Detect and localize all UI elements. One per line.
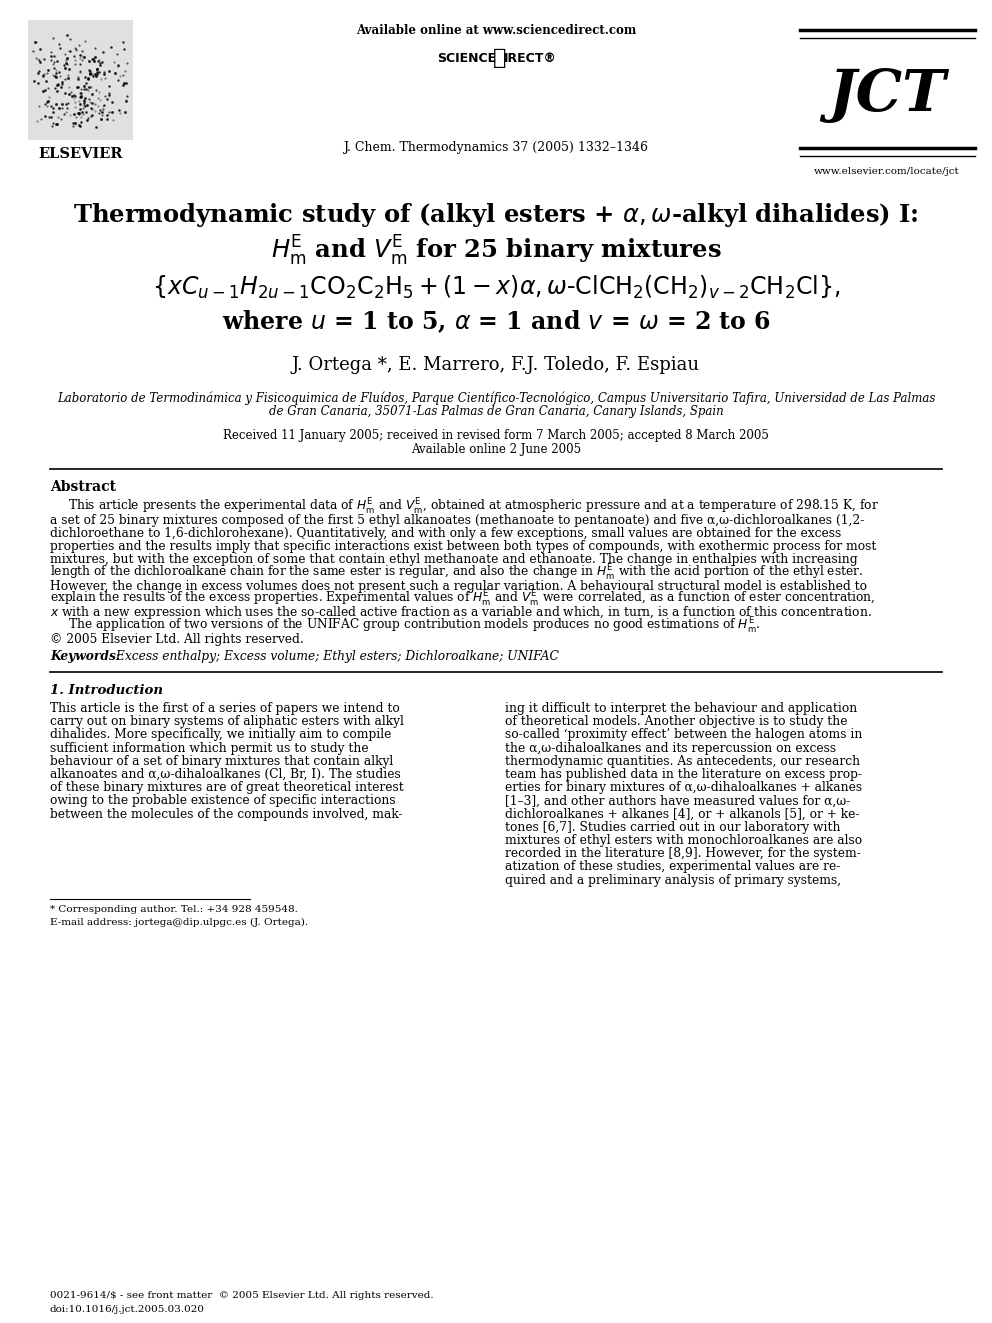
Text: E-mail address: jortega@dip.ulpgc.es (J. Ortega).: E-mail address: jortega@dip.ulpgc.es (J.…	[50, 918, 309, 927]
Text: ing it difficult to interpret the behaviour and application: ing it difficult to interpret the behavi…	[505, 703, 857, 714]
Text: erties for binary mixtures of α,ω-dihaloalkanes + alkanes: erties for binary mixtures of α,ω-dihalo…	[505, 781, 862, 794]
Text: * Corresponding author. Tel.: +34 928 459548.: * Corresponding author. Tel.: +34 928 45…	[50, 905, 298, 914]
Text: mixtures of ethyl esters with monochloroalkanes are also: mixtures of ethyl esters with monochloro…	[505, 833, 862, 847]
Text: alkanoates and α,ω-dihaloalkanes (Cl, Br, I). The studies: alkanoates and α,ω-dihaloalkanes (Cl, Br…	[50, 767, 401, 781]
Text: a set of 25 binary mixtures composed of the first 5 ethyl alkanoates (methanoate: a set of 25 binary mixtures composed of …	[50, 513, 864, 527]
Text: J. Chem. Thermodynamics 37 (2005) 1332–1346: J. Chem. Thermodynamics 37 (2005) 1332–1…	[343, 142, 649, 155]
Text: where $u$ = 1 to 5, $\alpha$ = 1 and $v$ = $\omega$ = 2 to 6: where $u$ = 1 to 5, $\alpha$ = 1 and $v$…	[221, 308, 771, 335]
Text: However, the change in excess volumes does not present such a regular variation.: However, the change in excess volumes do…	[50, 579, 867, 593]
Text: of these binary mixtures are of great theoretical interest: of these binary mixtures are of great th…	[50, 781, 404, 794]
Text: thermodynamic quantities. As antecedents, our research: thermodynamic quantities. As antecedents…	[505, 754, 860, 767]
Text: ELSEVIER: ELSEVIER	[39, 147, 123, 161]
Text: between the molecules of the compounds involved, mak-: between the molecules of the compounds i…	[50, 807, 403, 820]
Text: tones [6,7]. Studies carried out in our laboratory with: tones [6,7]. Studies carried out in our …	[505, 820, 840, 833]
Text: so-called ‘proximity effect’ between the halogen atoms in: so-called ‘proximity effect’ between the…	[505, 728, 862, 741]
Text: dichloroalkanes + alkanes [4], or + alkanols [5], or + ke-: dichloroalkanes + alkanes [4], or + alka…	[505, 807, 859, 820]
Text: dihalides. More specifically, we initially aim to compile: dihalides. More specifically, we initial…	[50, 728, 392, 741]
Text: © 2005 Elsevier Ltd. All rights reserved.: © 2005 Elsevier Ltd. All rights reserved…	[50, 632, 304, 646]
Text: 0021-9614/$ - see front matter  © 2005 Elsevier Ltd. All rights reserved.: 0021-9614/$ - see front matter © 2005 El…	[50, 1290, 434, 1299]
Text: JCT: JCT	[828, 66, 945, 123]
Text: 1. Introduction: 1. Introduction	[50, 684, 163, 697]
Text: $\{xC_{u-1}H_{2u-1}{\rm CO}_2{\rm C}_2{\rm H}_5 + (1-x)\alpha,\omega\text{-}{\rm: $\{xC_{u-1}H_{2u-1}{\rm CO}_2{\rm C}_2{\…	[152, 274, 840, 300]
Text: sufficient information which permit us to study the: sufficient information which permit us t…	[50, 741, 369, 754]
Text: [1–3], and other authors have measured values for α,ω-: [1–3], and other authors have measured v…	[505, 794, 850, 807]
Bar	[28, 20, 133, 140]
Text: Excess enthalpy; Excess volume; Ethyl esters; Dichloroalkane; UNIFAC: Excess enthalpy; Excess volume; Ethyl es…	[112, 650, 558, 663]
Text: Abstract: Abstract	[50, 480, 116, 493]
Text: length of the dichloroalkane chain for the same ester is regular, and also the c: length of the dichloroalkane chain for t…	[50, 564, 863, 583]
Text: IRECT®: IRECT®	[504, 52, 557, 65]
Text: $x$ with a new expression which uses the so-called active fraction as a variable: $x$ with a new expression which uses the…	[50, 605, 872, 620]
Text: J. Ortega *, E. Marrero, F.J. Toledo, F. Espiau: J. Ortega *, E. Marrero, F.J. Toledo, F.…	[292, 356, 700, 374]
Text: atization of these studies, experimental values are re-: atization of these studies, experimental…	[505, 860, 840, 873]
Text: properties and the results imply that specific interactions exist between both t: properties and the results imply that sp…	[50, 540, 876, 553]
Text: Available online 2 June 2005: Available online 2 June 2005	[411, 442, 581, 455]
Text: dichloroethane to 1,6-dichlorohexane). Quantitatively, and with only a few excep: dichloroethane to 1,6-dichlorohexane). Q…	[50, 527, 841, 540]
Text: Available online at www.sciencedirect.com: Available online at www.sciencedirect.co…	[356, 24, 636, 37]
Text: Laboratorio de Termodinámica y Fisicoquimica de Fluídos, Parque Científico-Tecno: Laboratorio de Termodinámica y Fisicoqui…	[57, 392, 935, 405]
Text: Received 11 January 2005; received in revised form 7 March 2005; accepted 8 Marc: Received 11 January 2005; received in re…	[223, 429, 769, 442]
Text: team has published data in the literature on excess prop-: team has published data in the literatur…	[505, 767, 862, 781]
Text: quired and a preliminary analysis of primary systems,: quired and a preliminary analysis of pri…	[505, 873, 841, 886]
Text: explain the results of the excess properties. Experimental values of $H_{\rm m}^: explain the results of the excess proper…	[50, 589, 875, 610]
Text: SCIENCE: SCIENCE	[436, 52, 496, 65]
Text: This article is the first of a series of papers we intend to: This article is the first of a series of…	[50, 703, 400, 714]
Text: $H_{\rm m}^{\rm E}$ and $V_{\rm m}^{\rm E}$ for 25 binary mixtures: $H_{\rm m}^{\rm E}$ and $V_{\rm m}^{\rm …	[271, 234, 721, 269]
Text: owing to the probable existence of specific interactions: owing to the probable existence of speci…	[50, 794, 396, 807]
Text: Thermodynamic study of (alkyl esters + $\alpha,\omega$-alkyl dihalides) I:: Thermodynamic study of (alkyl esters + $…	[73, 201, 919, 229]
Text: The application of two versions of the UNIFAC group contribution models produces: The application of two versions of the U…	[68, 615, 761, 636]
Text: recorded in the literature [8,9]. However, for the system-: recorded in the literature [8,9]. Howeve…	[505, 847, 861, 860]
Text: doi:10.1016/j.jct.2005.03.020: doi:10.1016/j.jct.2005.03.020	[50, 1304, 205, 1314]
Text: ⓓ: ⓓ	[493, 48, 507, 67]
Text: This article presents the experimental data of $H_{\rm m}^{\rm E}$ and $V_{\rm m: This article presents the experimental d…	[68, 497, 879, 517]
Text: of theoretical models. Another objective is to study the: of theoretical models. Another objective…	[505, 716, 847, 728]
Text: behaviour of a set of binary mixtures that contain alkyl: behaviour of a set of binary mixtures th…	[50, 754, 393, 767]
Text: de Gran Canaria, 35071-Las Palmas de Gran Canaria, Canary Islands, Spain: de Gran Canaria, 35071-Las Palmas de Gra…	[269, 406, 723, 418]
Text: carry out on binary systems of aliphatic esters with alkyl: carry out on binary systems of aliphatic…	[50, 716, 404, 728]
Text: Keywords:: Keywords:	[50, 650, 120, 663]
Text: mixtures, but with the exception of some that contain ethyl methanoate and ethan: mixtures, but with the exception of some…	[50, 553, 858, 566]
Text: www.elsevier.com/locate/jct: www.elsevier.com/locate/jct	[814, 168, 960, 176]
Text: the α,ω-dihaloalkanes and its repercussion on excess: the α,ω-dihaloalkanes and its repercussi…	[505, 741, 836, 754]
